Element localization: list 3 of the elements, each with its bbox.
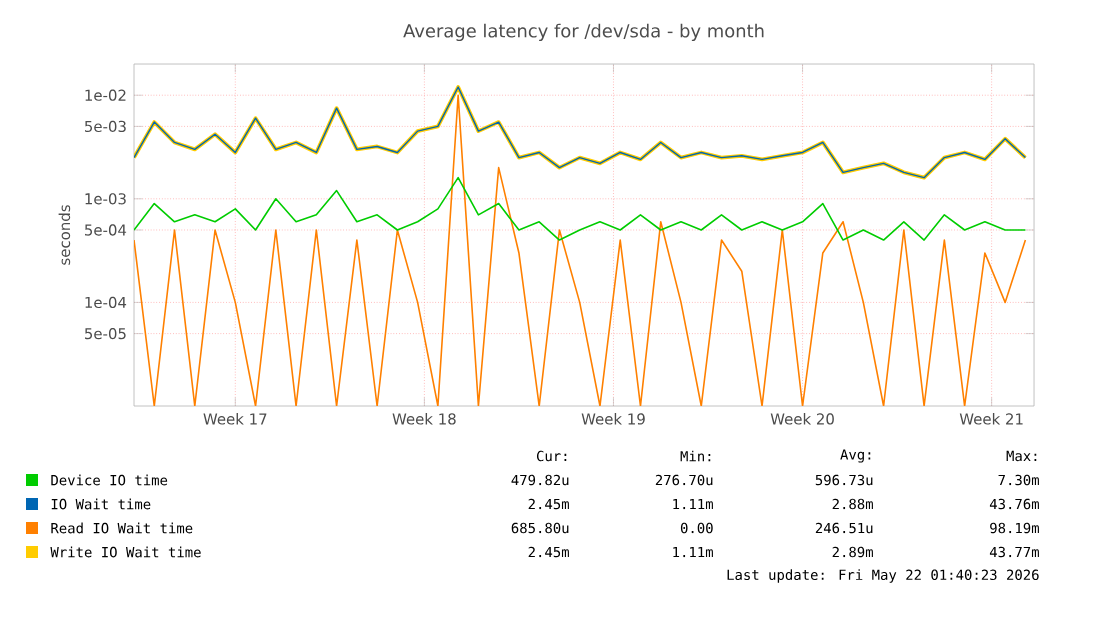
line-series bbox=[134, 176, 1027, 241]
line-series bbox=[134, 94, 1027, 407]
chart-title: Average latency for /dev/sda - by month bbox=[403, 23, 764, 42]
